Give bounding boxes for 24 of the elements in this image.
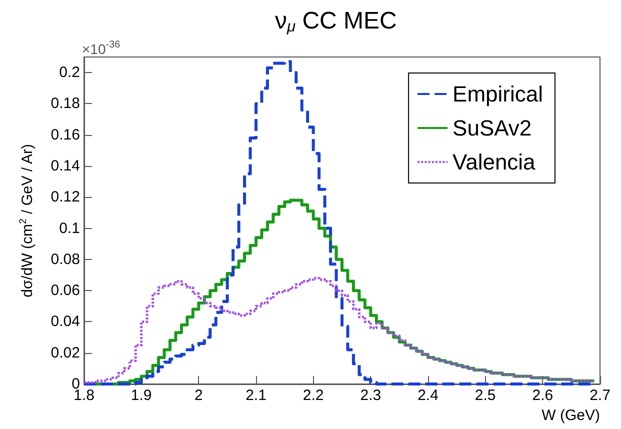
y-tick-label: 0.02 [50, 344, 80, 362]
y-tick-label: 0.08 [50, 250, 80, 268]
y-axis-title: dσ/dW (cm2 / GeV / Ar) [18, 144, 36, 298]
x-tick-label: 2.1 [246, 387, 266, 404]
x-tick-label: 2 [194, 387, 203, 404]
x-axis-title: W (GeV) [542, 407, 600, 424]
x-tick-label: 2.6 [532, 387, 554, 404]
x-tick-label: 1.9 [130, 387, 152, 404]
legend-label: SuSAv2 [452, 116, 532, 140]
y-tick-label: 0.14 [50, 158, 80, 174]
y-tick-label: 0.1 [59, 220, 80, 237]
x-tick-label: 2.3 [360, 387, 382, 404]
y-tick-label: 0.06 [50, 282, 80, 300]
x-tick-label: 2.4 [418, 387, 438, 404]
y-tick-label: 0.12 [50, 188, 80, 206]
y-tick-label: 0.2 [59, 64, 80, 82]
x-tick-label: 2.2 [302, 387, 324, 404]
x-tick-label: 2.5 [474, 387, 496, 404]
y-tick-label: 0.04 [50, 313, 80, 330]
y-tick-label: 0.18 [50, 95, 80, 112]
legend-label: Empirical [452, 82, 544, 106]
y-tick-label: 0.16 [50, 126, 80, 144]
legend-label: Valencia [452, 150, 536, 174]
x-tick-label: 2.7 [590, 387, 610, 404]
